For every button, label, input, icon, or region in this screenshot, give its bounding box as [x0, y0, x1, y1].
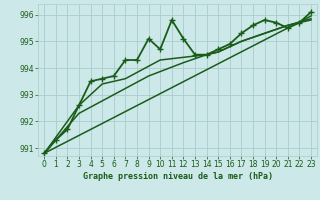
X-axis label: Graphe pression niveau de la mer (hPa): Graphe pression niveau de la mer (hPa): [83, 172, 273, 181]
